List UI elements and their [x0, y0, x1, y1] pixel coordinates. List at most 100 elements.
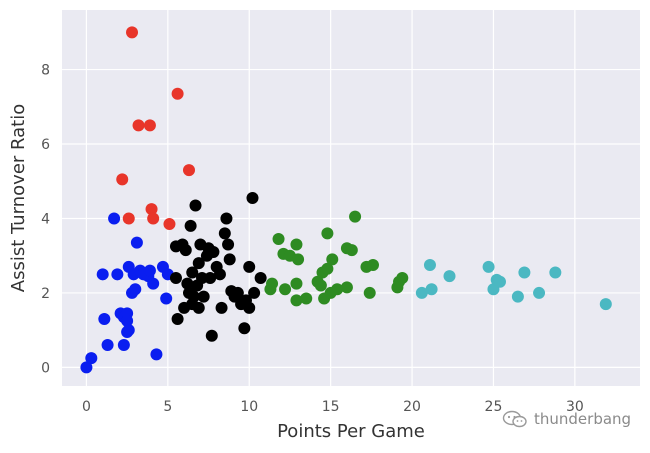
scatter-point: [231, 286, 244, 299]
scatter-point: [197, 290, 210, 303]
scatter-point: [511, 290, 524, 303]
scatter-point: [192, 301, 205, 314]
scatter-point: [218, 227, 231, 240]
scatter-point: [213, 268, 226, 281]
scatter-point: [314, 279, 327, 292]
scatter-point: [243, 301, 256, 314]
scatter-point: [204, 272, 217, 285]
scatter-point: [292, 253, 305, 266]
scatter-point: [220, 212, 233, 225]
y-tick-label: 8: [41, 63, 50, 79]
scatter-point: [171, 87, 184, 100]
scatter-point: [423, 259, 436, 272]
scatter-point: [111, 268, 124, 281]
y-tick-label: 0: [41, 360, 50, 376]
scatter-point: [179, 244, 192, 257]
scatter-point: [254, 272, 267, 285]
scatter-point: [223, 253, 236, 266]
scatter-point: [415, 286, 428, 299]
plot-area: [62, 10, 640, 386]
scatter-point: [192, 257, 205, 270]
scatter-point: [96, 268, 109, 281]
scatter-point: [207, 245, 220, 258]
scatter-point: [117, 339, 130, 352]
y-axis-title: Assist Turnover Ratio: [8, 104, 29, 292]
tick-labels: 0 5 10 15 20 25 30 0 2 4 6 8: [41, 63, 584, 415]
scatter-point: [163, 218, 176, 231]
scatter-point: [186, 266, 199, 279]
scatter-point: [108, 212, 121, 225]
scatter-point: [326, 253, 339, 266]
watermark-text: thunderbang: [534, 410, 632, 428]
scatter-point: [300, 292, 313, 305]
scatter-point: [147, 212, 160, 225]
scatter-point: [321, 262, 334, 275]
scatter-point: [340, 281, 353, 294]
x-tick-label: 30: [566, 399, 584, 415]
scatter-point: [122, 212, 135, 225]
scatter-point: [290, 294, 303, 307]
scatter-point: [122, 324, 135, 337]
scatter-point: [290, 277, 303, 290]
x-tick-label: 25: [485, 399, 503, 415]
scatter-point: [243, 260, 256, 273]
scatter-point: [150, 348, 163, 361]
scatter-point: [396, 272, 409, 285]
scatter-point: [349, 210, 362, 223]
x-tick-label: 5: [163, 399, 172, 415]
scatter-point: [272, 232, 285, 245]
scatter-point: [222, 238, 235, 251]
scatter-point: [205, 329, 218, 342]
scatter-point: [331, 283, 344, 296]
data-points: [80, 26, 612, 374]
scatter-point: [101, 339, 114, 352]
scatter-point: [493, 275, 506, 288]
scatter-point: [443, 270, 456, 283]
scatter-point: [126, 26, 139, 39]
scatter-point: [160, 292, 173, 305]
scatter-point: [143, 264, 156, 277]
scatter-point: [169, 272, 182, 285]
wechat-icon: [502, 410, 527, 428]
scatter-point: [363, 286, 376, 299]
scatter-point: [171, 312, 184, 325]
scatter-point: [246, 192, 259, 204]
scatter-point: [266, 277, 279, 290]
x-tick-label: 10: [240, 399, 258, 415]
scatter-point: [184, 219, 197, 232]
scatter-point: [248, 286, 261, 299]
scatter-point: [187, 290, 200, 303]
scatter-point: [599, 298, 612, 311]
scatter-point: [116, 173, 129, 186]
scatter-point: [366, 259, 379, 272]
scatter-point: [290, 238, 303, 251]
scatter-point: [181, 277, 194, 290]
scatter-point: [482, 260, 495, 273]
scatter-point: [80, 361, 93, 374]
scatter-point: [98, 312, 111, 325]
y-tick-label: 4: [41, 211, 50, 227]
x-tick-label: 15: [322, 399, 340, 415]
scatter-point: [143, 119, 156, 132]
y-tick-label: 2: [41, 286, 50, 302]
grid: [62, 10, 640, 386]
scatter-point: [425, 283, 438, 296]
scatter-point: [321, 227, 334, 240]
scatter-point: [279, 283, 292, 296]
scatter-point: [130, 236, 143, 249]
scatter-point: [132, 119, 145, 132]
x-tick-label: 20: [403, 399, 421, 415]
scatter-point: [189, 199, 202, 212]
scatter-point: [215, 301, 228, 314]
scatter-point: [518, 266, 531, 279]
scatter-point: [147, 277, 160, 290]
x-tick-label: 0: [82, 399, 91, 415]
x-axis-title: Points Per Game: [277, 421, 425, 442]
scatter-point: [121, 314, 134, 327]
scatter-point: [345, 244, 358, 257]
scatter-point: [182, 164, 195, 177]
scatter-point: [85, 352, 98, 365]
watermark: thunderbang: [502, 410, 631, 428]
